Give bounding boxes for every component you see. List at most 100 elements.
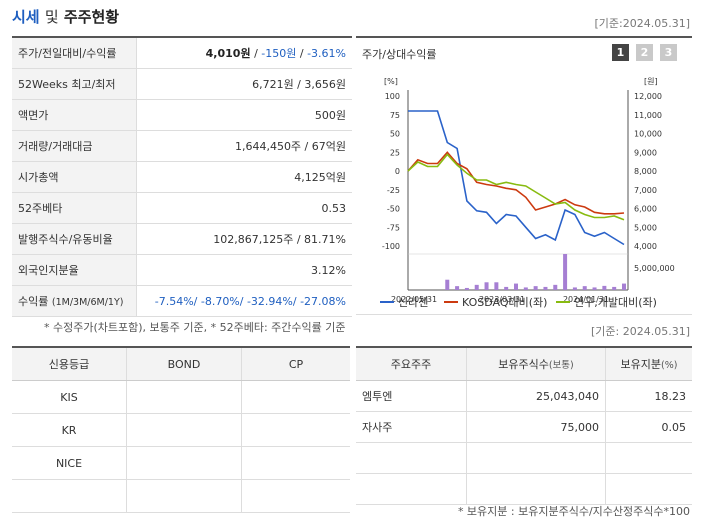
volume-bar	[504, 286, 509, 290]
volume-value: 1,644,450주 / 67억원	[136, 130, 352, 162]
left-tick-label: 0	[395, 167, 400, 176]
price-chart: [%] [원] 100 75 50 25 0 -25 -50 -75 -100 12,000 11,00…	[380, 77, 675, 309]
right-tick-label: 6,000	[634, 205, 657, 214]
holder-name	[356, 442, 467, 474]
left-tick-label: -25	[387, 186, 400, 195]
shareholder-table: 주요주주 보유주식수(보통) 보유지분(%) 엠투엔 25,043,040 18…	[356, 346, 692, 505]
left-tick-label: -75	[387, 223, 400, 232]
bond-rating	[126, 446, 242, 480]
holder-name: 자사주	[356, 411, 467, 443]
table-header: 신용등급 BOND CP	[12, 347, 350, 381]
table-row: 거래량/거래대금 1,644,450주 / 67억원	[12, 130, 352, 162]
beta-label: 52주베타	[12, 192, 137, 224]
credit-agency: NICE	[12, 446, 127, 480]
holder-shares	[466, 473, 606, 505]
price-value: 4,010원 / -150원 / -3.61%	[136, 37, 352, 69]
holder-footnote: * 보유지분 : 보유지분주식수/지수산정주식수*100	[457, 505, 690, 518]
volume-bar	[464, 287, 469, 290]
table-row: 액면가 500원	[12, 99, 352, 131]
return-label: 수익률 (1M/3M/6M/1Y)	[12, 285, 137, 317]
credit-agency: KR	[12, 413, 127, 447]
holder-stake	[605, 442, 692, 474]
right-tick-label: 8,000	[634, 167, 657, 176]
right-tick-label: 5,000	[634, 223, 657, 232]
volume-bar	[592, 287, 597, 290]
right-tick-label: 10,000	[634, 130, 662, 139]
chart-tab-3[interactable]: 3	[660, 44, 677, 61]
series-line-1	[408, 110, 625, 246]
holder-stake: 0.05	[605, 411, 692, 443]
table-row: 52주베타 0.53	[12, 192, 352, 224]
credit-col-header: 신용등급	[12, 347, 127, 381]
bond-rating	[126, 413, 242, 447]
mcap-label: 시가총액	[12, 161, 137, 193]
bond-rating	[126, 479, 242, 513]
volume-bar	[474, 284, 479, 290]
foreign-label: 외국인지분율	[12, 254, 137, 286]
volume-bar	[612, 286, 617, 290]
shares-value: 102,867,125주 / 81.71%	[136, 223, 352, 255]
right-tick-label: 11,000	[634, 111, 662, 120]
volume-bar	[533, 286, 538, 290]
holder-stake	[605, 473, 692, 505]
chart-tab-1[interactable]: 1	[612, 44, 629, 61]
holder-name: 엠투엔	[356, 380, 467, 412]
left-tick-label: 50	[390, 130, 400, 139]
x-tick-label: 2022/05/31	[391, 295, 437, 304]
legend-label-1: 신라젠	[398, 296, 428, 309]
table-row: KR	[12, 413, 350, 447]
page-title: 시세 및 주주현황	[12, 8, 120, 26]
table-row: 주가/전일대비/수익률 4,010원 / -150원 / -3.61%	[12, 37, 352, 69]
legend-label-3: 연구,개발대비(좌)	[574, 296, 657, 309]
par-value: 500원	[136, 99, 352, 131]
table-row: NICE	[12, 446, 350, 480]
right-tick-label: 12,000	[634, 92, 662, 101]
cp-col-header: CP	[241, 347, 350, 381]
shares-col-header: 보유주식수(보통)	[466, 347, 606, 381]
bond-col-header: BOND	[126, 347, 242, 381]
table-row: 외국인지분율 3.12%	[12, 254, 352, 286]
shares-label: 발행주식수/유동비율	[12, 223, 137, 255]
cp-rating	[241, 479, 350, 513]
volume-tick-label: 5,000,000	[634, 264, 675, 273]
series-line-2	[407, 151, 625, 215]
series-line-3	[407, 153, 625, 221]
quote-footnote: * 수정주가(차트포함), 보통주 기준, * 52주베타: 주간수익률 기준	[44, 321, 346, 334]
holder-col-header: 주요주주	[356, 347, 467, 381]
credit-agency	[12, 479, 127, 513]
holder-reference-date: [기준: 2024.05.31]	[590, 325, 690, 338]
table-row: 발행주식수/유동비율 102,867,125주 / 81.71%	[12, 223, 352, 255]
volume-bar	[543, 286, 548, 290]
table-row	[356, 473, 692, 505]
credit-rating-table: 신용등급 BOND CP KIS KR NICE	[12, 346, 350, 513]
holder-shares: 75,000	[466, 411, 606, 443]
right-unit: [원]	[644, 77, 658, 86]
x-tick-label: 2023/03/31	[479, 295, 525, 304]
par-label: 액면가	[12, 99, 137, 131]
volume-bar	[523, 287, 528, 290]
chart-tab-2[interactable]: 2	[636, 44, 653, 61]
table-header: 주요주주 보유주식수(보통) 보유지분(%)	[356, 347, 692, 381]
x-tick-label: 2024/01/31	[563, 295, 609, 304]
left-tick-label: -50	[387, 205, 400, 214]
bond-rating	[126, 380, 242, 414]
cp-rating	[241, 413, 350, 447]
volume-bar	[514, 283, 518, 290]
holder-shares: 25,043,040	[466, 380, 606, 412]
right-tick-label: 9,000	[634, 148, 657, 157]
volume-bar	[563, 254, 568, 290]
holder-shares	[466, 442, 606, 474]
left-tick-label: 25	[390, 148, 400, 157]
table-row: 수익률 (1M/3M/6M/1Y) -7.54%/ -8.70%/ -32.94…	[12, 285, 352, 317]
mcap-value: 4,125억원	[136, 161, 352, 193]
left-tick-label: 100	[385, 92, 400, 101]
stake-col-header: 보유지분(%)	[605, 347, 692, 381]
right-tick-label: 7,000	[634, 186, 657, 195]
table-row	[356, 442, 692, 474]
left-unit: [%]	[384, 77, 398, 86]
reference-date: [기준:2024.05.31]	[594, 17, 690, 30]
volume-label: 거래량/거래대금	[12, 130, 137, 162]
chart-title: 주가/상대수익률	[362, 48, 437, 61]
volume-bar	[582, 286, 587, 290]
holder-name	[356, 473, 467, 505]
